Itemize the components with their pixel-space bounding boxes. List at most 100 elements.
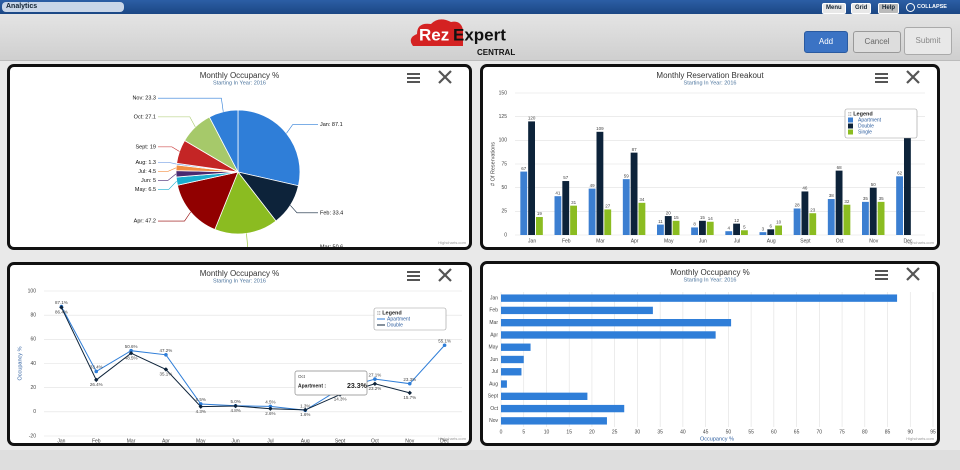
- point: [198, 402, 203, 406]
- bar: [706, 221, 714, 235]
- data-label: 23.2%: [369, 386, 382, 391]
- section-tab[interactable]: Analytics: [2, 2, 124, 12]
- menu-button[interactable]: Menu: [822, 3, 846, 14]
- x-tick-label: Jun: [232, 438, 240, 443]
- bar: [604, 209, 612, 235]
- point: [442, 343, 447, 348]
- y-tick-label: 60: [30, 337, 36, 343]
- menu-icon: [407, 77, 420, 79]
- label-connector: [158, 116, 196, 128]
- y-tick-label: 125: [499, 114, 508, 120]
- y-tick-label: Feb: [489, 308, 498, 314]
- bar: [896, 176, 903, 235]
- bar: [638, 202, 646, 235]
- y-tick-label: Jan: [490, 295, 498, 301]
- menu-icon: [875, 73, 888, 75]
- menu-icon: [407, 279, 420, 281]
- bar: [528, 121, 535, 235]
- data-label: 14.3%: [334, 397, 347, 402]
- chart-title: Monthly Reservation Breakout: [656, 71, 764, 80]
- header: Rez Expert CENTRAL Add Cancel Submit: [0, 14, 960, 61]
- tooltip: [294, 370, 368, 396]
- data-label: Oct: 27.1: [134, 114, 156, 120]
- bar: [775, 225, 782, 235]
- data-label: 35: [863, 196, 869, 201]
- x-tick-label: 0: [500, 429, 503, 435]
- x-tick-label: Aug: [767, 238, 776, 244]
- data-label: 23: [810, 207, 816, 212]
- tooltip-label: Apartment :: [298, 383, 326, 389]
- bar: [501, 355, 524, 364]
- data-label: Apr: 47.2: [134, 218, 156, 224]
- menu-icon: [875, 278, 888, 280]
- bar: [520, 171, 528, 235]
- x-axis-title: Occupancy %: [700, 436, 734, 442]
- x-tick-label: 55: [748, 429, 754, 435]
- point: [233, 403, 238, 409]
- x-tick-label: 65: [794, 429, 800, 435]
- menu-icon: [407, 81, 420, 83]
- legend-label: Apartment: [858, 117, 882, 123]
- label-connector: [158, 211, 191, 222]
- bar: [827, 199, 835, 235]
- data-label: May: 6.5: [135, 187, 156, 193]
- menu-icon: [407, 73, 420, 75]
- bar: [562, 181, 570, 235]
- data-label: 15.7%: [403, 395, 416, 400]
- bar: [699, 220, 706, 235]
- collapse-button[interactable]: COLLAPSE: [906, 2, 947, 12]
- bar: [835, 170, 843, 235]
- label-connector: [158, 173, 177, 181]
- x-tick-label: 30: [635, 429, 641, 435]
- data-label: 86.4%: [55, 310, 68, 315]
- data-label: 6: [769, 224, 772, 229]
- x-tick-label: 70: [817, 429, 823, 435]
- y-tick-label: 0: [504, 232, 507, 238]
- data-label: 35.1%: [160, 372, 173, 377]
- data-label: 11: [658, 219, 663, 224]
- bar: [759, 232, 767, 235]
- x-tick-label: Sept: [335, 438, 346, 443]
- tooltip-value: 23.3%: [347, 383, 368, 390]
- x-tick-label: 25: [612, 429, 618, 435]
- close-icon: [438, 70, 452, 84]
- close-icon: [438, 268, 452, 282]
- label-connector: [246, 233, 318, 247]
- bar: [570, 205, 577, 235]
- panel-line: Monthly Occupancy % Starting In Year: 201…: [7, 262, 472, 446]
- x-tick-label: Aug: [301, 438, 310, 443]
- bar: [733, 223, 740, 235]
- add-button[interactable]: Add: [804, 31, 848, 53]
- data-label: 38: [829, 193, 835, 198]
- point: [129, 348, 133, 353]
- bar: [869, 187, 877, 235]
- y-tick-label: 25: [501, 209, 507, 215]
- pie-slice: [208, 109, 239, 173]
- submit-button[interactable]: Submit: [904, 27, 952, 55]
- help-button[interactable]: Help: [878, 3, 900, 14]
- x-tick-label: Jan: [528, 238, 536, 244]
- legend-marker: [848, 129, 853, 135]
- legend-label: Double: [858, 123, 874, 129]
- chart-subtitle: Starting In Year: 2016: [684, 80, 737, 86]
- x-tick-label: Feb: [562, 238, 571, 244]
- label-connector: [286, 124, 318, 134]
- grid-button[interactable]: Grid: [851, 3, 872, 14]
- chart-title: Monthly Occupancy %: [670, 268, 750, 277]
- data-label: 49: [590, 183, 596, 188]
- logo-sub: CENTRAL: [477, 48, 515, 57]
- bar: [801, 191, 809, 235]
- data-label: 15: [700, 215, 706, 220]
- point: [407, 390, 412, 396]
- chart-title: Monthly Occupancy %: [200, 269, 280, 278]
- data-label: 26.4%: [90, 382, 103, 387]
- data-label: 4.3%: [196, 409, 206, 414]
- data-label: 5: [743, 224, 746, 229]
- cancel-button[interactable]: Cancel: [853, 31, 901, 53]
- menu-icon: [875, 270, 888, 272]
- y-tick-label: Apr: [490, 332, 498, 338]
- logo-rez: Rez: [419, 25, 449, 44]
- point: [372, 381, 378, 386]
- data-label: 68: [837, 165, 843, 170]
- y-tick-label: 80: [30, 312, 36, 318]
